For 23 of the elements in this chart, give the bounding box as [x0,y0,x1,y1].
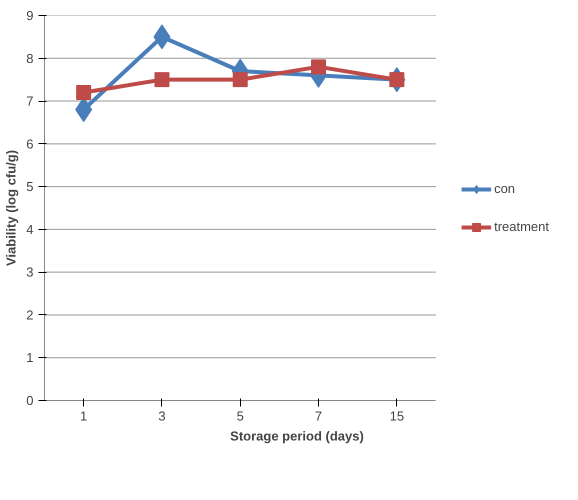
point [311,59,326,74]
y-tick-label: 8 [26,50,34,66]
x-axis-title: Storage period (days) [230,428,364,444]
y-axis-title: Viability (log cfu/g) [3,150,18,266]
x-tick-label: 1 [80,408,88,424]
legend-label: con [494,181,516,196]
legend-label: treatment [494,219,549,234]
y-tick-label: 7 [26,94,34,109]
x-tick-label: 3 [158,408,166,424]
y-tick-label: 5 [26,179,34,194]
point [232,72,248,88]
y-tick-label: 1 [26,350,34,366]
y-tick-label: 0 [26,393,34,408]
x-tick-label: 15 [390,408,404,424]
x-tick-label: 5 [236,408,244,424]
y-tick-label: 2 [26,307,34,322]
y-tick-label: 9 [26,8,34,23]
x-tick-label: 7 [314,408,322,424]
y-tick-label: 3 [26,264,34,280]
y-tick-label: 4 [26,222,34,237]
y-tick-label: 6 [26,136,34,152]
point [76,85,92,100]
point [154,72,170,88]
